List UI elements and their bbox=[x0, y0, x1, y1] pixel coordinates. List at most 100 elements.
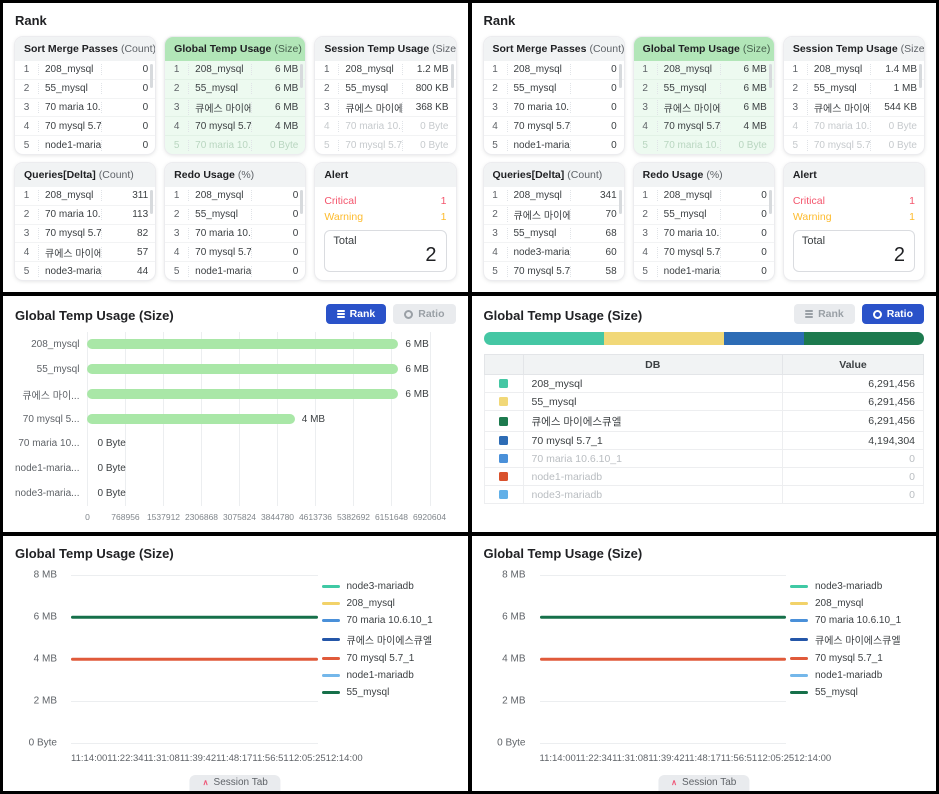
legend-item[interactable]: 70 mysql 5.7_1 bbox=[321, 653, 456, 664]
db-value: 0 bbox=[719, 265, 774, 277]
alert-warning-count: 1 bbox=[909, 211, 915, 223]
x-axis-tick: 5382692 bbox=[336, 512, 371, 522]
legend-item[interactable]: 큐에스 마이에스큐엘 bbox=[790, 632, 924, 647]
card-scrollbar[interactable] bbox=[300, 190, 304, 214]
rank-card-global-temp-usage[interactable]: Global Temp Usage (Size) 1 208_mysql 6 MB 2 55… bbox=[165, 37, 306, 154]
rank-card-queries-delta[interactable]: Queries[Delta] (Count) 1 208_mysql 341 2 큐에스 마… bbox=[483, 163, 624, 280]
x-axis-tick: 11:31:08 bbox=[612, 753, 649, 764]
card-title-suffix: (Count) bbox=[98, 169, 134, 181]
db-value: 341 bbox=[569, 190, 624, 202]
ratio-view-button[interactable]: Ratio bbox=[861, 304, 924, 324]
legend-item[interactable]: 55_mysql bbox=[321, 687, 456, 698]
legend-item[interactable]: 70 maria 10.6.10_1 bbox=[321, 615, 456, 626]
rank-row: 2 70 maria 10... 113 bbox=[15, 204, 156, 224]
alert-total-label: Total bbox=[333, 235, 357, 247]
db-name: 70 mysql 5.7... bbox=[656, 246, 720, 258]
card-scrollbar[interactable] bbox=[300, 64, 304, 88]
card-scrollbar[interactable] bbox=[150, 64, 154, 88]
card-title: Session Temp Usage bbox=[792, 43, 898, 55]
card-scrollbar[interactable] bbox=[768, 64, 772, 88]
rank-card-redo-usage[interactable]: Redo Usage (%) 1 208_mysql 0 2 55_mysql 0 3 70 ma… bbox=[633, 163, 774, 280]
legend-item[interactable]: 208_mysql bbox=[321, 598, 456, 609]
card-scrollbar[interactable] bbox=[919, 64, 922, 88]
rank-row: 4 70 mysql 5.7...0 bbox=[483, 116, 624, 135]
card-scrollbar[interactable] bbox=[450, 64, 454, 88]
alert-critical-label: Critical bbox=[792, 195, 825, 207]
legend-item[interactable]: node1-mariadb bbox=[321, 670, 456, 681]
rank-number: 3 bbox=[792, 101, 799, 113]
rank-number: 5 bbox=[23, 265, 30, 277]
legend-item[interactable]: 큐에스 마이에스큐엘 bbox=[321, 632, 456, 647]
category-label: 70 maria 10... bbox=[18, 438, 80, 450]
rank-row: 4 큐에스 마이에...57 bbox=[15, 242, 156, 261]
ratio-bar-segment bbox=[603, 332, 724, 345]
legend-item[interactable]: node1-mariadb bbox=[790, 670, 924, 681]
db-value: 6 MB bbox=[719, 64, 774, 76]
db-name: 55_mysql bbox=[338, 83, 401, 95]
card-title-suffix: (%) bbox=[706, 169, 723, 181]
ratio-table-head: DB Value bbox=[483, 354, 924, 375]
button-label: Ratio bbox=[418, 308, 445, 320]
db-name: node3-maria... bbox=[38, 265, 101, 277]
series-line-70-mysql-5-7-1 bbox=[71, 657, 318, 661]
card-scrollbar[interactable] bbox=[618, 64, 622, 88]
series-color-swatch bbox=[790, 656, 808, 661]
legend-item[interactable]: 70 maria 10.6.10_1 bbox=[790, 615, 924, 626]
card-scrollbar[interactable] bbox=[150, 190, 154, 214]
db-name-cell: 208_mysql bbox=[522, 374, 783, 393]
rank-view-button[interactable]: Rank bbox=[794, 304, 855, 324]
bar-value-label: 6 MB bbox=[405, 338, 429, 350]
rank-card-global-temp-usage[interactable]: Global Temp Usage (Size) 1 208_mysql 6 MB 2 55… bbox=[633, 37, 774, 154]
trend-section-title: Global Temp Usage (Size) bbox=[15, 546, 174, 561]
alert-critical-label: Critical bbox=[324, 195, 357, 207]
legend-item[interactable]: 70 mysql 5.7_1 bbox=[790, 653, 924, 664]
session-tab-button[interactable]: ∧ Session Tab bbox=[189, 775, 281, 791]
rank-card-sort-merge-passes[interactable]: Sort Merge Passes (Count) 1 208_mysql 0 2 55_m… bbox=[15, 37, 156, 154]
db-value: 68 bbox=[569, 227, 624, 239]
series-color-swatch bbox=[321, 601, 340, 606]
rank-row: 2 큐에스 마이에...70 bbox=[483, 204, 624, 224]
legend-item[interactable]: node3-mariadb bbox=[321, 581, 456, 592]
db-name: 70 mysql 5.7... bbox=[656, 120, 720, 132]
card-scrollbar[interactable] bbox=[618, 190, 622, 214]
card-header: Sort Merge Passes (Count) bbox=[15, 37, 156, 61]
x-axis-tick: 12:05:25 bbox=[757, 753, 795, 764]
y-axis-tick: 2 MB bbox=[33, 695, 57, 707]
db-value: 368 KB bbox=[401, 101, 456, 113]
series-line-55-mysql bbox=[71, 615, 318, 619]
gridline bbox=[353, 332, 355, 506]
db-name: node1-maria... bbox=[188, 265, 251, 277]
chart-section: Global Temp Usage (Size) Rank Ratio DB Value… bbox=[471, 296, 936, 532]
swatch-cell bbox=[483, 485, 524, 504]
db-value: 0 bbox=[101, 139, 155, 151]
alert-body: Critical 1 Warning 1 Total 2 bbox=[315, 187, 455, 280]
db-name: 70 maria 10... bbox=[38, 209, 101, 221]
rank-row: 1 208_mysql 0 bbox=[165, 187, 305, 205]
rank-card-queries-delta[interactable]: Queries[Delta] (Count) 1 208_mysql 311 2 70 ma… bbox=[15, 163, 156, 280]
legend-item[interactable]: 55_mysql bbox=[790, 687, 924, 698]
series-color-swatch bbox=[321, 656, 340, 661]
rank-row: 1 208_mysql 1.2 MB bbox=[315, 61, 455, 79]
swatch-cell bbox=[483, 374, 524, 393]
db-value: 1.4 MB bbox=[870, 64, 924, 76]
rank-card-sort-merge-passes[interactable]: Sort Merge Passes (Count) 1 208_mysql 0 2 55_m… bbox=[483, 37, 624, 154]
button-label: Ratio bbox=[886, 308, 913, 320]
category-label: 70 mysql 5... bbox=[22, 413, 80, 425]
session-tab-button[interactable]: ∧ Session Tab bbox=[658, 775, 750, 791]
card-scrollbar[interactable] bbox=[768, 190, 772, 214]
rank-row: 3 70 maria 10... 0 bbox=[15, 97, 156, 117]
legend-item[interactable]: node3-mariadb bbox=[790, 581, 924, 592]
legend-item[interactable]: 208_mysql bbox=[790, 598, 924, 609]
swatch-cell bbox=[483, 467, 524, 486]
chart-legend: node3-mariadb 208_mysql 70 maria 10.6.10_1… bbox=[321, 569, 456, 777]
y-axis-tick: 4 MB bbox=[502, 653, 526, 665]
rank-view-button[interactable]: Rank bbox=[325, 304, 387, 324]
rank-card-redo-usage[interactable]: Redo Usage (%) 1 208_mysql 0 2 55_mysql 0 3 70 ma… bbox=[165, 163, 306, 280]
value-cell: 0 bbox=[782, 485, 924, 504]
x-axis-tick: 11:31:08 bbox=[143, 753, 180, 764]
ratio-view-button[interactable]: Ratio bbox=[393, 304, 456, 324]
db-name: 208_mysql bbox=[188, 190, 251, 202]
rank-row: 5 70 mysql 5.7...0 Byte bbox=[783, 135, 924, 154]
